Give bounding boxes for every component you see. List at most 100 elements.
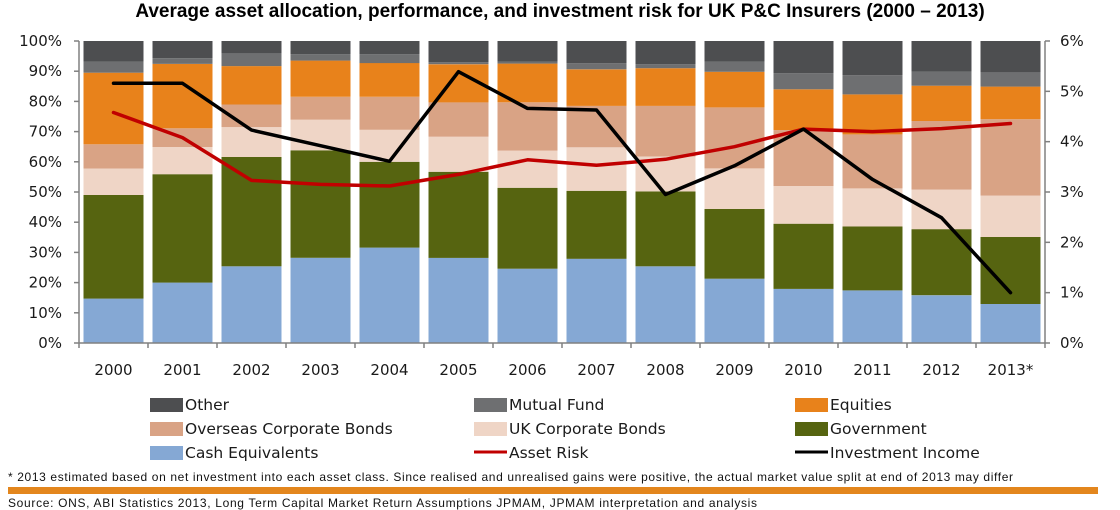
bar-other-2013 — [980, 41, 1041, 73]
bar-government-2011 — [842, 226, 903, 291]
x-tick-label: 2007 — [577, 361, 615, 379]
bar-cash-equivalents-2011 — [842, 290, 903, 343]
x-tick-label: 2006 — [508, 361, 546, 379]
bar-cash-equivalents-2005 — [428, 257, 489, 343]
bar-mutual-fund-2013 — [980, 72, 1041, 87]
line-asset-risk — [111, 110, 1013, 188]
legend: Other Mutual Fund Equities Overseas Corpora… — [150, 396, 980, 462]
left-tick-label: 40% — [29, 213, 62, 231]
bar-equities-2010 — [773, 89, 834, 131]
bar-cash-equivalents-2010 — [773, 288, 834, 343]
bar-mutual-fund-2012 — [911, 71, 972, 86]
legend-item-investment-income: Investment Income — [795, 444, 980, 462]
bar-mutual-fund-2002 — [221, 53, 282, 67]
right-tick-label: 4% — [1060, 133, 1084, 151]
x-tick-label: 2013* — [988, 361, 1034, 379]
legend-swatch — [150, 446, 183, 460]
bar-other-2012 — [911, 41, 972, 72]
legend-swatch — [795, 398, 828, 412]
bar-cash-equivalents-2000 — [83, 298, 144, 343]
left-tick-label: 80% — [29, 92, 62, 110]
bar-overseas-corporate-bonds-2005 — [428, 102, 489, 137]
bar-other-2001 — [152, 41, 213, 59]
left-tick-label: 10% — [29, 304, 62, 322]
x-tick-label: 2005 — [439, 361, 477, 379]
bar-overseas-corporate-bonds-2000 — [83, 144, 144, 169]
legend-label: Mutual Fund — [509, 396, 604, 414]
right-tick-label: 2% — [1060, 233, 1084, 251]
chart-title: Average asset allocation, performance, a… — [135, 1, 984, 22]
line-investment-income — [111, 69, 1013, 295]
bar-other-2011 — [842, 41, 903, 76]
bar-equities-2012 — [911, 85, 972, 121]
x-tick-label: 2001 — [163, 361, 201, 379]
bar-government-2008 — [635, 191, 696, 267]
legend-item-equities: Equities — [795, 396, 892, 414]
legend-item-uk-corporate-bonds: UK Corporate Bonds — [474, 420, 666, 438]
footnote: * 2013 estimated based on net investment… — [8, 470, 1013, 484]
bar-cash-equivalents-2008 — [635, 266, 696, 343]
bar-mutual-fund-2001 — [152, 58, 213, 64]
bar-other-2010 — [773, 41, 834, 74]
right-tick-label: 5% — [1060, 82, 1084, 100]
legend-label: Other — [185, 396, 230, 414]
right-tick-label: 3% — [1060, 183, 1084, 201]
x-tick-label: 2009 — [715, 361, 753, 379]
left-tick-label: 30% — [29, 243, 62, 261]
legend-swatch — [795, 422, 828, 436]
bar-mutual-fund-2004 — [359, 54, 420, 64]
bar-government-2007 — [566, 190, 627, 259]
right-tick-label: 0% — [1060, 334, 1084, 352]
bars-layer — [83, 41, 1041, 343]
bar-cash-equivalents-2007 — [566, 258, 627, 343]
bar-uk-corporate-bonds-2010 — [773, 186, 834, 224]
bar-equities-2002 — [221, 66, 282, 105]
legend-label: Government — [830, 420, 927, 438]
bar-other-2009 — [704, 41, 765, 62]
x-tick-label: 2011 — [853, 361, 891, 379]
bar-cash-equivalents-2006 — [497, 268, 558, 343]
legend-swatch — [474, 422, 507, 436]
left-tick-label: 50% — [29, 183, 62, 201]
bar-overseas-corporate-bonds-2007 — [566, 105, 627, 148]
bar-uk-corporate-bonds-2006 — [497, 150, 558, 188]
bar-equities-2003 — [290, 60, 351, 97]
bar-mutual-fund-2011 — [842, 75, 903, 95]
bar-government-2009 — [704, 208, 765, 279]
bar-other-2003 — [290, 41, 351, 55]
bar-overseas-corporate-bonds-2009 — [704, 107, 765, 169]
bar-equities-2011 — [842, 94, 903, 135]
bar-equities-2008 — [635, 68, 696, 106]
bar-government-2006 — [497, 187, 558, 269]
x-tick-label: 2002 — [232, 361, 270, 379]
legend-item-cash-equivalents: Cash Equivalents — [150, 444, 318, 462]
bar-other-2004 — [359, 41, 420, 55]
bar-cash-equivalents-2002 — [221, 266, 282, 343]
bar-overseas-corporate-bonds-2008 — [635, 105, 696, 157]
bar-mutual-fund-2010 — [773, 73, 834, 90]
left-tick-label: 0% — [38, 334, 62, 352]
bar-mutual-fund-2000 — [83, 61, 144, 73]
bar-government-2003 — [290, 150, 351, 258]
legend-label: Overseas Corporate Bonds — [185, 420, 393, 438]
bar-overseas-corporate-bonds-2003 — [290, 96, 351, 120]
bar-equities-2013 — [980, 86, 1041, 120]
bar-other-2006 — [497, 41, 558, 62]
bar-government-2005 — [428, 171, 489, 258]
axes-layer: 0% 10% 20% 30% 40% 50% 60% 70% 80% 90% 100% 0% 1% 2% 3… — [19, 32, 1084, 379]
bar-cash-equivalents-2003 — [290, 257, 351, 343]
left-tick-label: 70% — [29, 123, 62, 141]
x-tick-label: 2003 — [301, 361, 339, 379]
bar-government-2004 — [359, 161, 420, 248]
bar-other-2000 — [83, 41, 144, 62]
bar-other-2008 — [635, 41, 696, 65]
x-tick-label: 2000 — [94, 361, 132, 379]
legend-swatch — [150, 398, 183, 412]
left-tick-label: 60% — [29, 153, 62, 171]
source-note: Source: ONS, ABI Statistics 2013, Long T… — [8, 496, 757, 510]
bar-other-2005 — [428, 41, 489, 63]
bar-mutual-fund-2008 — [635, 64, 696, 69]
legend-swatch — [150, 422, 183, 436]
legend-item-asset-risk: Asset Risk — [474, 444, 588, 462]
